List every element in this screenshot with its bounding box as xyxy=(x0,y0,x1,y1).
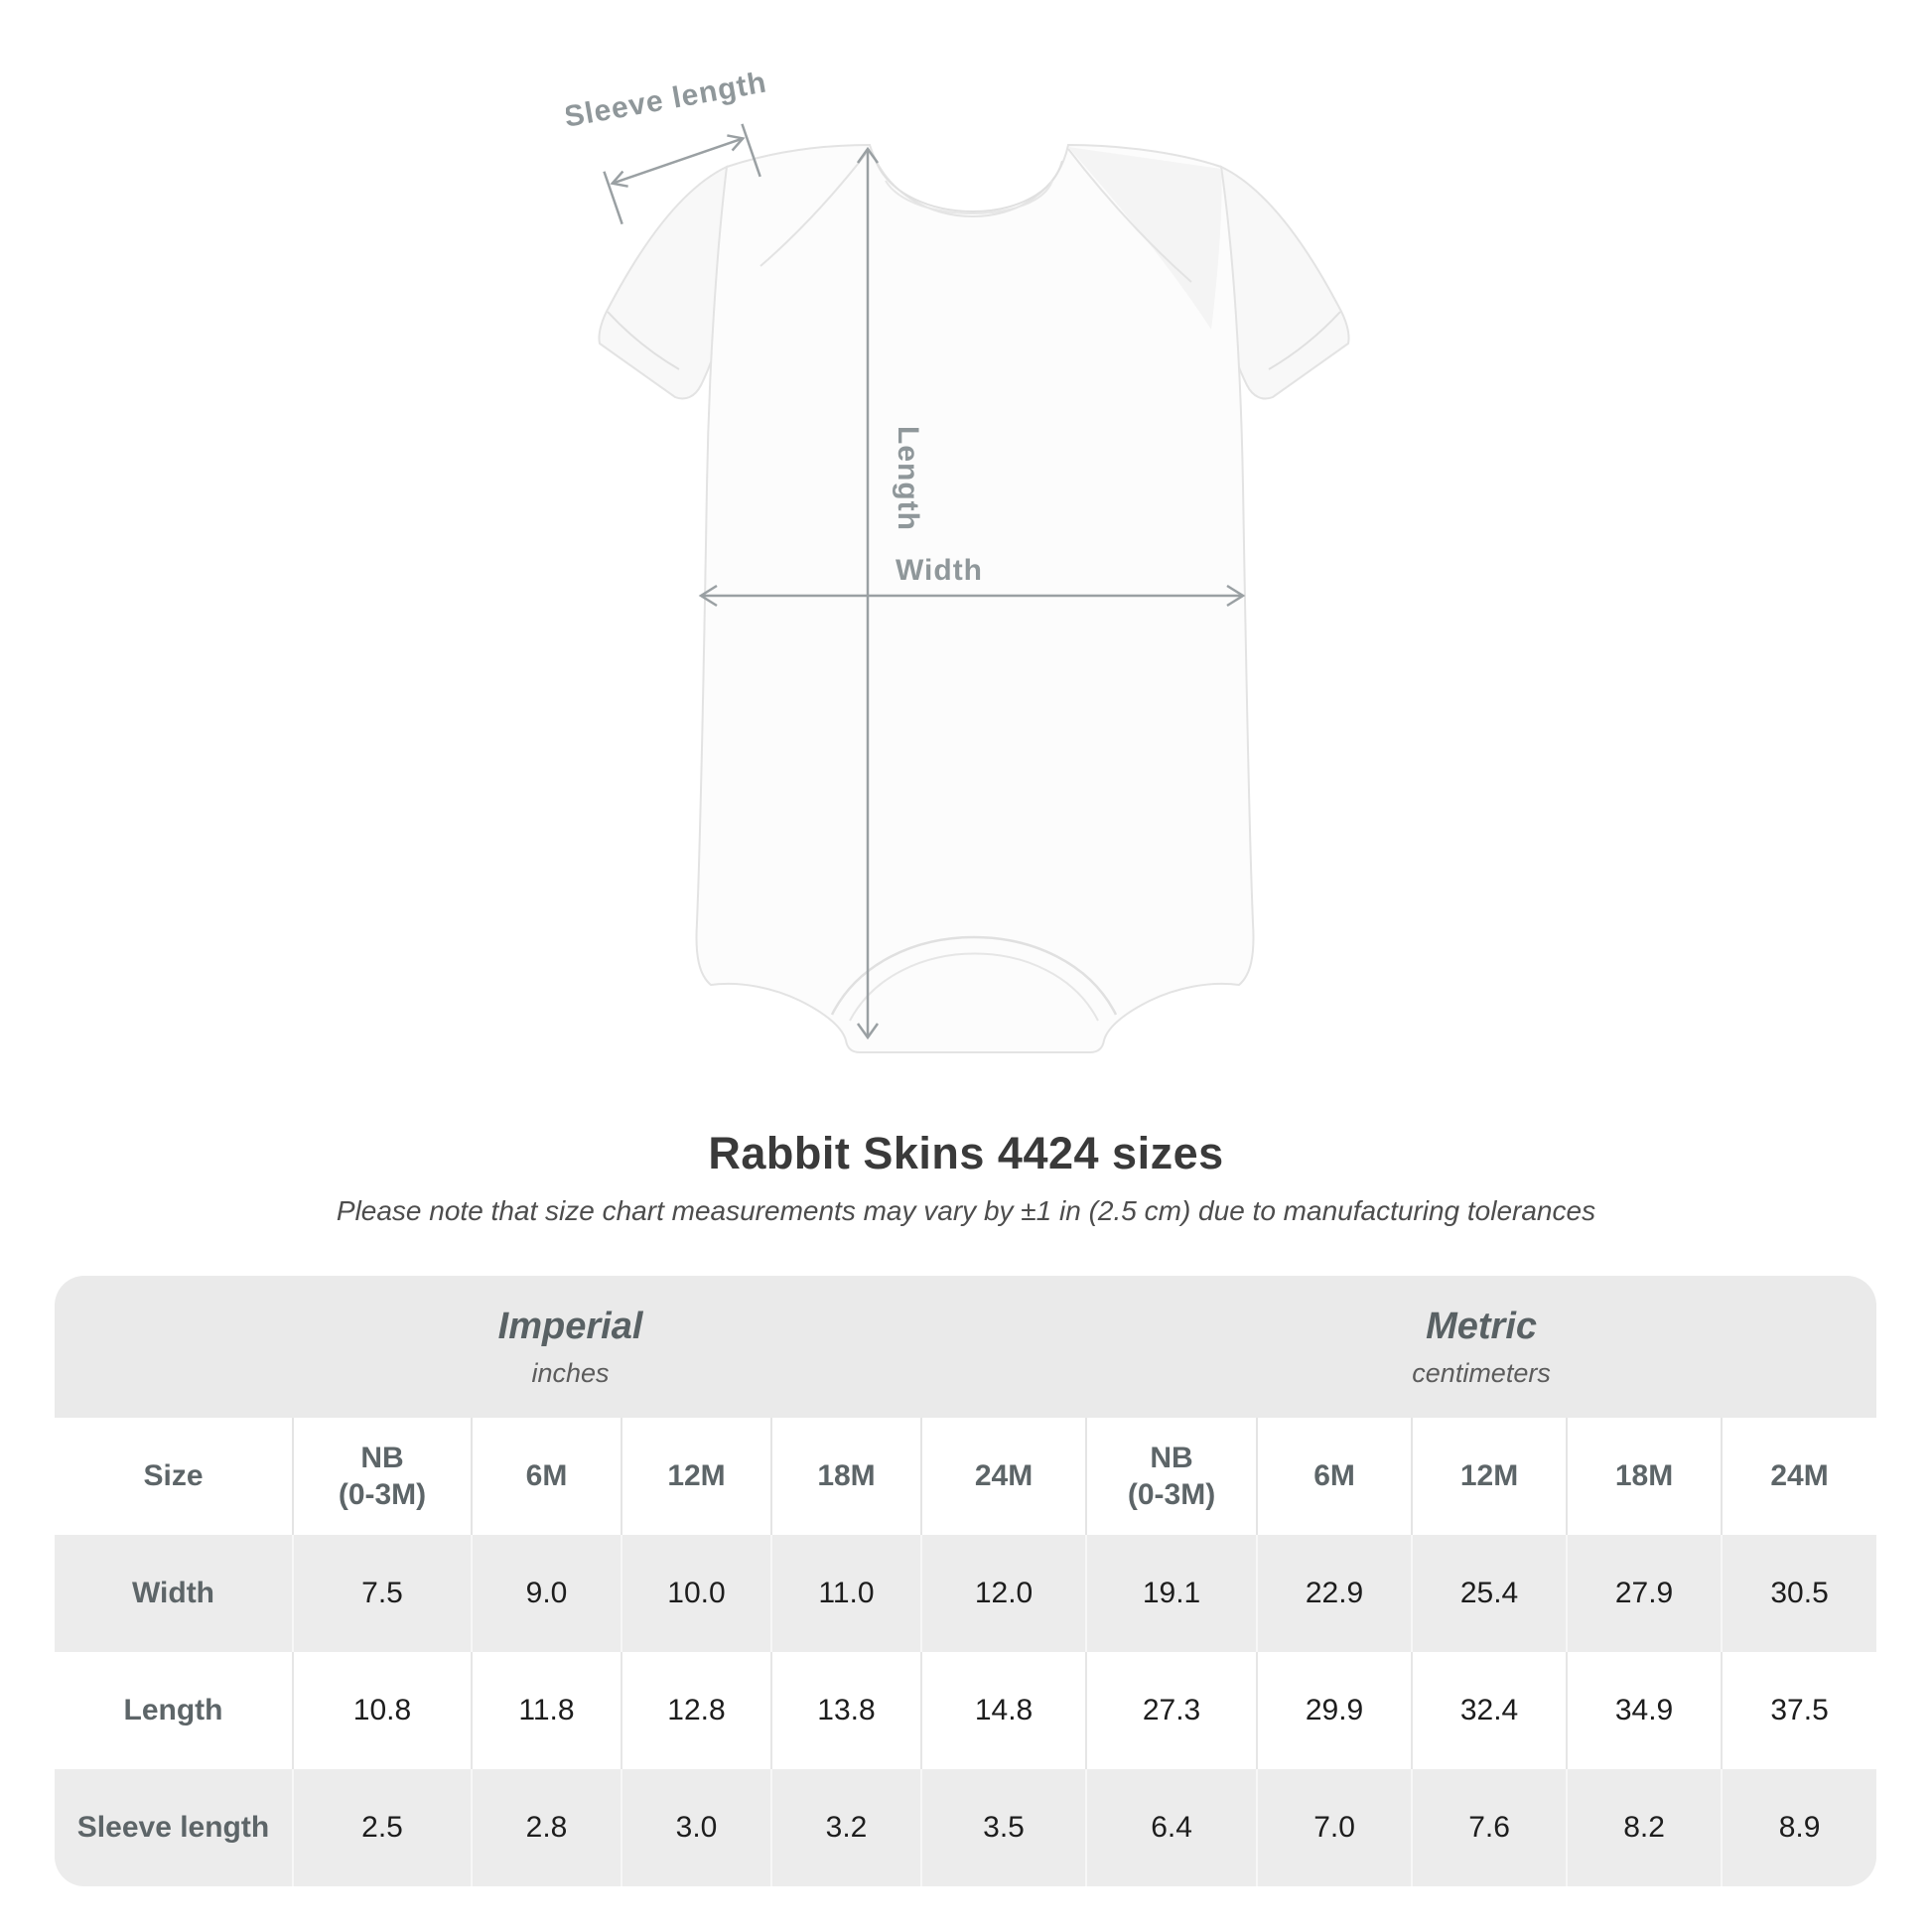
value-cell: 12.0 xyxy=(919,1535,1087,1652)
table-row-width: Width 7.5 9.0 10.0 11.0 12.0 19.1 22.9 2… xyxy=(55,1535,1876,1652)
value-cell: 10.8 xyxy=(292,1652,472,1769)
column-header-cell: NB (0-3M) xyxy=(1085,1418,1258,1535)
page-title: Rabbit Skins 4424 sizes xyxy=(708,1128,1224,1178)
column-header-cell: NB (0-3M) xyxy=(292,1418,472,1535)
onesie-illustration: Sleeve length Length Width xyxy=(566,69,1350,1053)
sleeve-length-arrow xyxy=(603,123,761,225)
unit-header-row: Imperial inches Metric centimeters xyxy=(55,1276,1876,1418)
length-arrow xyxy=(856,146,880,1040)
column-header-cell: 18M xyxy=(1566,1418,1723,1535)
value-cell: 9.0 xyxy=(471,1535,621,1652)
column-header-cell: 18M xyxy=(770,1418,921,1535)
value-cell: 29.9 xyxy=(1256,1652,1413,1769)
value-cell: 7.0 xyxy=(1256,1769,1413,1886)
onesie-sleeves xyxy=(598,165,1350,400)
column-header-row: Size NB (0-3M) 6M 12M 18M 24M NB (0-3M) … xyxy=(55,1418,1876,1535)
size-table: Imperial inches Metric centimeters Size … xyxy=(55,1276,1876,1886)
value-cell: 27.9 xyxy=(1566,1535,1723,1652)
value-cell: 11.0 xyxy=(770,1535,921,1652)
value-cell: 8.9 xyxy=(1721,1769,1876,1886)
column-header-cell: 6M xyxy=(471,1418,621,1535)
column-header-cell: 12M xyxy=(621,1418,771,1535)
value-cell: 32.4 xyxy=(1411,1652,1568,1769)
value-cell: 2.8 xyxy=(471,1769,621,1886)
size-header-cell: Size xyxy=(55,1418,293,1535)
width-arrow xyxy=(698,584,1246,608)
value-cell: 3.5 xyxy=(919,1769,1087,1886)
page-subtitle: Please note that size chart measurements… xyxy=(336,1195,1596,1226)
value-cell: 25.4 xyxy=(1411,1535,1568,1652)
metric-header: Metric centimeters xyxy=(1086,1276,1876,1418)
value-cell: 22.9 xyxy=(1256,1535,1413,1652)
imperial-label: Imperial xyxy=(497,1305,643,1347)
value-cell: 11.8 xyxy=(471,1652,621,1769)
column-header-cell: 6M xyxy=(1256,1418,1413,1535)
metric-unit: centimeters xyxy=(1412,1357,1551,1388)
row-label-cell: Length xyxy=(123,1694,223,1726)
value-cell: 7.5 xyxy=(292,1535,472,1652)
value-cell: 6.4 xyxy=(1085,1769,1258,1886)
value-cell: 10.0 xyxy=(621,1535,771,1652)
column-header-cell: 24M xyxy=(1721,1418,1876,1535)
imperial-header: Imperial inches xyxy=(55,1276,1087,1418)
title-block: Rabbit Skins 4424 sizes Please note that… xyxy=(0,1128,1932,1227)
value-cell: 2.5 xyxy=(292,1769,472,1886)
value-cell: 37.5 xyxy=(1721,1652,1876,1769)
metric-label: Metric xyxy=(1426,1305,1538,1347)
value-cell: 27.3 xyxy=(1085,1652,1258,1769)
value-cell: 12.8 xyxy=(621,1652,771,1769)
value-cell: 14.8 xyxy=(919,1652,1087,1769)
value-cell: 13.8 xyxy=(770,1652,921,1769)
column-header-cell: 24M xyxy=(919,1418,1087,1535)
length-label: Length xyxy=(892,426,924,531)
row-label-cell: Sleeve length xyxy=(76,1811,270,1844)
measurement-annotations xyxy=(603,123,1246,1040)
width-label: Width xyxy=(896,554,983,587)
imperial-unit: inches xyxy=(531,1357,610,1388)
column-header-cell: 12M xyxy=(1411,1418,1568,1535)
value-cell: 8.2 xyxy=(1566,1769,1723,1886)
value-cell: 19.1 xyxy=(1085,1535,1258,1652)
table-row-length: Length 10.8 11.8 12.8 13.8 14.8 27.3 29.… xyxy=(55,1652,1876,1769)
row-label-cell: Width xyxy=(131,1577,215,1609)
value-cell: 30.5 xyxy=(1721,1535,1876,1652)
sleeve-length-label: Sleeve length xyxy=(566,69,769,134)
onesie-body xyxy=(695,143,1255,1053)
value-cell: 3.2 xyxy=(770,1769,921,1886)
value-cell: 7.6 xyxy=(1411,1769,1568,1886)
size-table-grid: Imperial inches Metric centimeters Size … xyxy=(55,1276,1876,1886)
table-row-sleeve-length: Sleeve length 2.5 2.8 3.0 3.2 3.5 6.4 7.… xyxy=(55,1769,1876,1886)
value-cell: 34.9 xyxy=(1566,1652,1723,1769)
value-cell: 3.0 xyxy=(621,1769,771,1886)
